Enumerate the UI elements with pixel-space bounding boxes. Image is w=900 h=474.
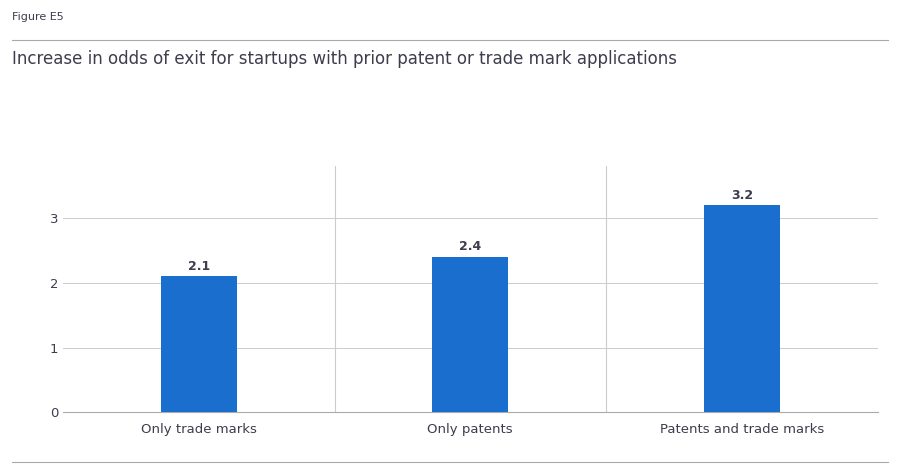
Text: 2.4: 2.4 [459,240,482,254]
Text: 2.1: 2.1 [187,260,210,273]
Text: Figure E5: Figure E5 [12,12,63,22]
Bar [161,276,237,412]
Bar [432,257,508,412]
Bar [704,205,779,412]
Text: Increase in odds of exit for startups with prior patent or trade mark applicatio: Increase in odds of exit for startups wi… [12,50,677,68]
Text: 3.2: 3.2 [731,189,752,201]
